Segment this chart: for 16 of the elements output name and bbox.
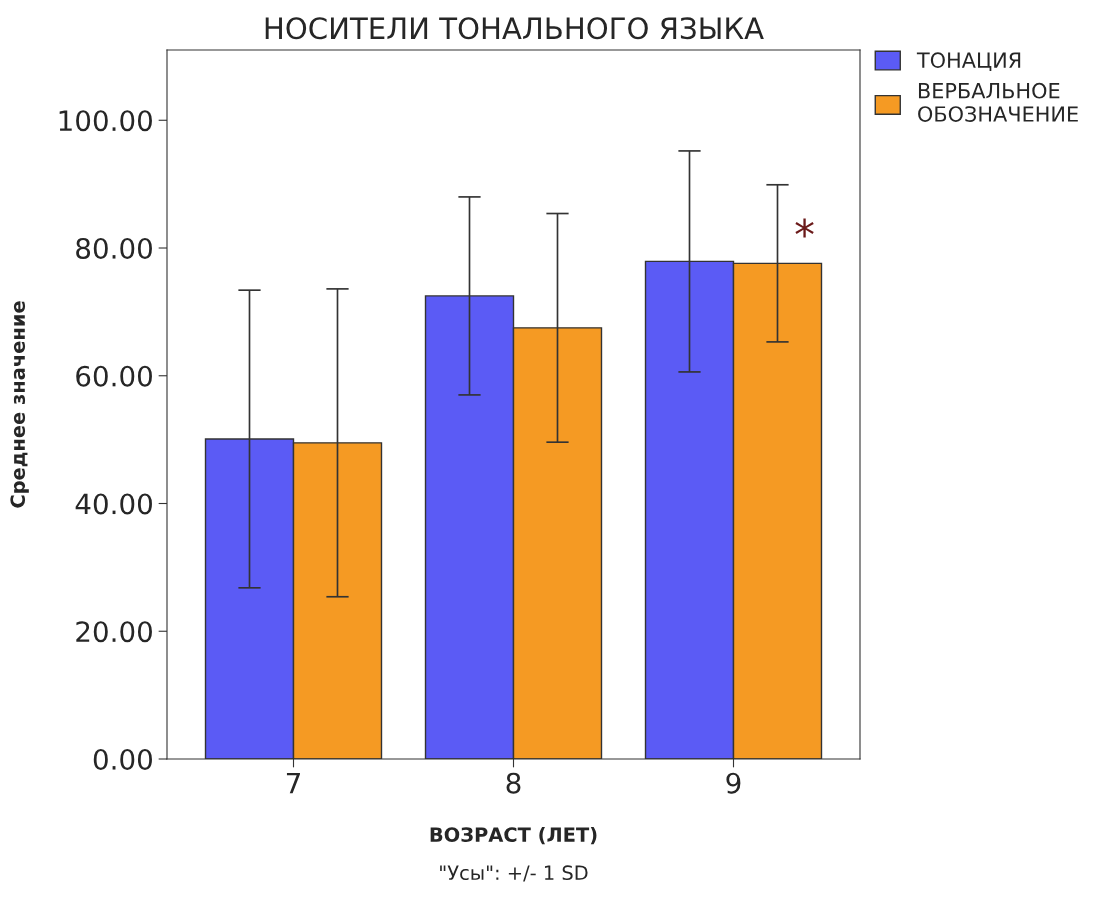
y-tick-label: 100.00 [59,110,152,132]
x-tick-label: 7 [286,773,300,794]
legend-label: ТОНАЦИЯ [916,52,1021,71]
x-tick-label: 9 [726,772,741,794]
text: "Усы": +/- 1 SD [440,865,588,882]
x-tick-label: 8 [506,772,521,794]
y-tick-label: 20.00 [76,621,152,643]
annotation: * [795,218,814,238]
y-tick-label: 40.00 [75,493,152,515]
x-axis-title: ВОЗРАСТ (ЛЕТ) [430,826,597,845]
y-axis-title: Среднее значение [10,301,29,508]
chart-title: НОСИТЕЛИ ТОНАЛЬНОГО ЯЗЫКА [265,17,764,40]
y-tick-label: 60.00 [76,365,152,387]
y-tick-label: 0.00 [93,748,152,770]
legend-label: ВЕРБАЛЬНОЕ ОБОЗНАЧЕНИЕ [918,82,1078,122]
y-tick-label: 80.00 [76,237,152,259]
